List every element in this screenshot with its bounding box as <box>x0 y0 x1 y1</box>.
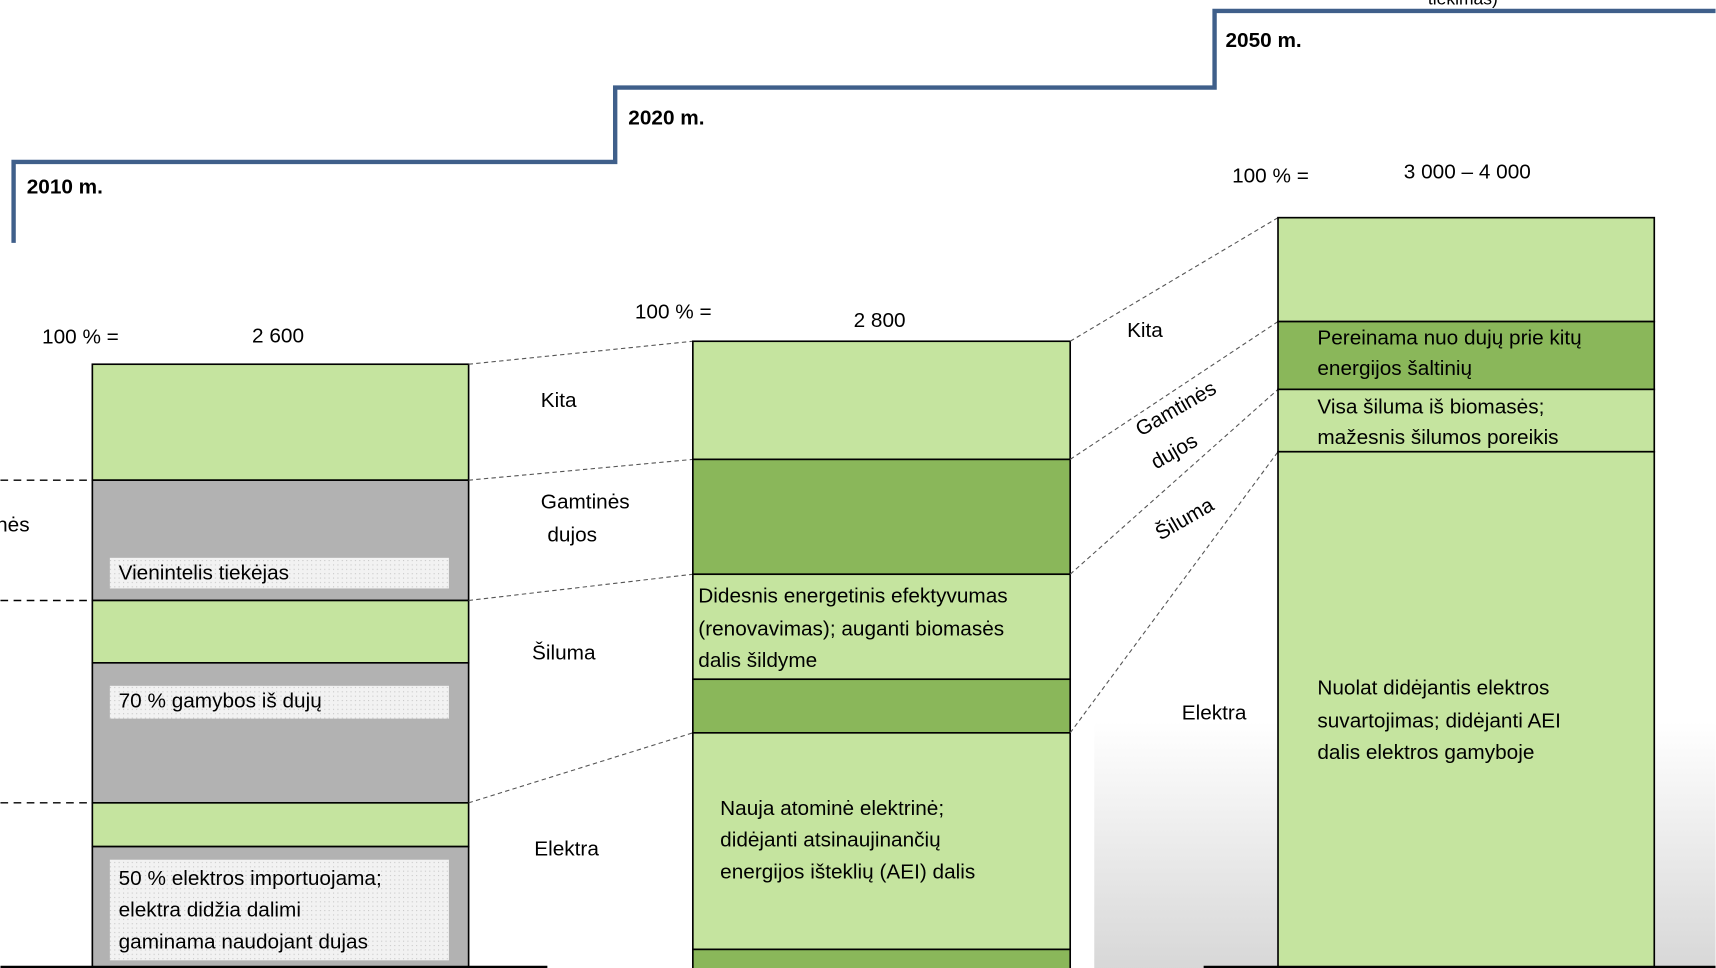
segment <box>692 732 1072 951</box>
note: dalis šildyme <box>698 649 817 672</box>
connector <box>468 340 693 365</box>
note: 50 % elektros importuojama; <box>119 867 382 890</box>
category-label: Kita <box>1127 319 1163 342</box>
segment <box>91 599 470 664</box>
category-label: Gamtinės <box>541 491 630 514</box>
total-value: 3 000 – 4 000 <box>1404 160 1531 183</box>
segment <box>692 948 1072 968</box>
category-label: Elektra <box>534 837 599 860</box>
segment <box>692 340 1072 461</box>
connector <box>468 573 693 602</box>
top-note: tiekimas) <box>1428 0 1498 9</box>
note: mažesnis šilumos poreikis <box>1317 426 1558 449</box>
category-label: Šiluma <box>532 642 596 665</box>
category-label: Gamtinės <box>1132 377 1220 441</box>
note: Nauja atominė elektrinė; <box>720 797 944 820</box>
column-2020 <box>692 340 1072 968</box>
timeline-steps <box>11 8 1716 243</box>
note: (renovavimas); auganti biomasės <box>698 618 1004 641</box>
category-label: Elektra <box>1182 702 1247 725</box>
step-label: 2020 m. <box>628 107 704 130</box>
segment <box>1277 388 1656 453</box>
note-box <box>109 859 449 961</box>
note: Visa šiluma iš biomasės; <box>1317 395 1544 418</box>
total-value: 2 800 <box>854 309 906 332</box>
note: dalis elektros gamyboje <box>1317 741 1534 764</box>
connector <box>1069 451 1279 734</box>
connector <box>468 458 693 481</box>
segment <box>1277 450 1656 968</box>
connector <box>1069 388 1279 575</box>
segment <box>692 573 1072 681</box>
note: didėjanti atsinaujinančių <box>720 829 941 852</box>
note: gaminama naudojant dujas <box>119 930 368 953</box>
total-label: 100 % = <box>1232 165 1309 188</box>
note-box <box>109 685 449 719</box>
note: energijos šaltinių <box>1317 357 1472 380</box>
category-label: dujos <box>547 523 597 546</box>
note: Vienintelis tiekėjas <box>119 562 289 585</box>
note: energijos išteklių (AEI) dalis <box>720 860 975 883</box>
category-label: Kita <box>541 389 577 412</box>
connector <box>1069 217 1279 342</box>
note: elektra didžia dalimi <box>119 899 301 922</box>
step-label: 2050 m. <box>1226 29 1302 52</box>
total-value: 2 600 <box>252 324 304 347</box>
segment <box>1277 216 1656 323</box>
step-label: 2010 m. <box>27 176 103 199</box>
category-label: Šiluma <box>1151 493 1218 545</box>
note: Nuolat didėjantis elektros <box>1317 677 1549 700</box>
total-label: 100 % = <box>635 300 712 323</box>
segment <box>91 802 470 848</box>
note-box <box>109 557 449 589</box>
segment <box>91 363 470 481</box>
segment <box>91 662 470 804</box>
category-label: dujos <box>1147 429 1202 474</box>
note: suvartojimas; didėjanti AEI <box>1317 709 1561 732</box>
column-2050 <box>1277 216 1656 968</box>
segment <box>692 678 1072 734</box>
note: Pereinama nuo dujų prie kitų <box>1317 327 1581 350</box>
note: 70 % gamybos iš dujų <box>119 690 322 713</box>
note: Didesnis energetinis efektyvumas <box>698 585 1007 608</box>
connector <box>1069 321 1279 460</box>
column-2010 <box>91 363 470 968</box>
cut-label: nės <box>0 514 30 537</box>
connector <box>468 732 694 804</box>
segment <box>692 458 1072 576</box>
total-label: 100 % = <box>42 325 119 348</box>
